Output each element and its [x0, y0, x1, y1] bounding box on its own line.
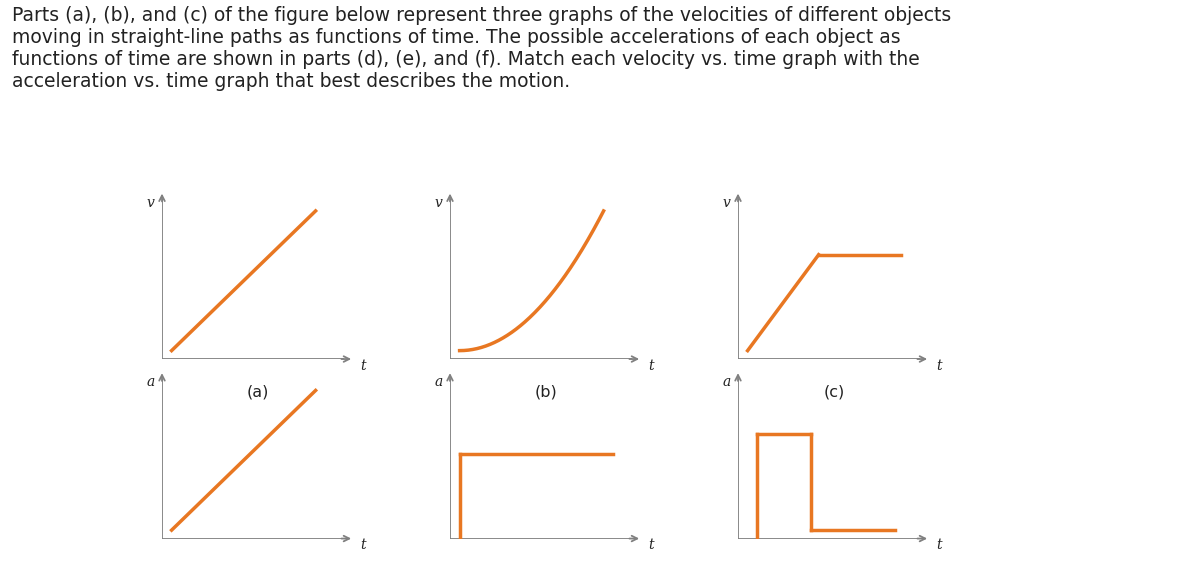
Text: (c): (c)	[823, 384, 845, 399]
Text: (a): (a)	[247, 384, 269, 399]
Text: v: v	[434, 196, 443, 210]
Text: Parts (a), (b), and (c) of the figure below represent three graphs of the veloci: Parts (a), (b), and (c) of the figure be…	[12, 6, 952, 91]
Text: t: t	[936, 539, 941, 552]
Text: t: t	[648, 359, 653, 373]
Text: a: a	[722, 375, 731, 389]
Text: a: a	[434, 375, 443, 389]
Text: v: v	[146, 196, 155, 210]
Text: (b): (b)	[535, 384, 557, 399]
Text: t: t	[936, 359, 941, 373]
Text: v: v	[722, 196, 731, 210]
Text: t: t	[360, 539, 365, 552]
Text: a: a	[146, 375, 155, 389]
Text: t: t	[360, 359, 365, 373]
Text: t: t	[648, 539, 653, 552]
